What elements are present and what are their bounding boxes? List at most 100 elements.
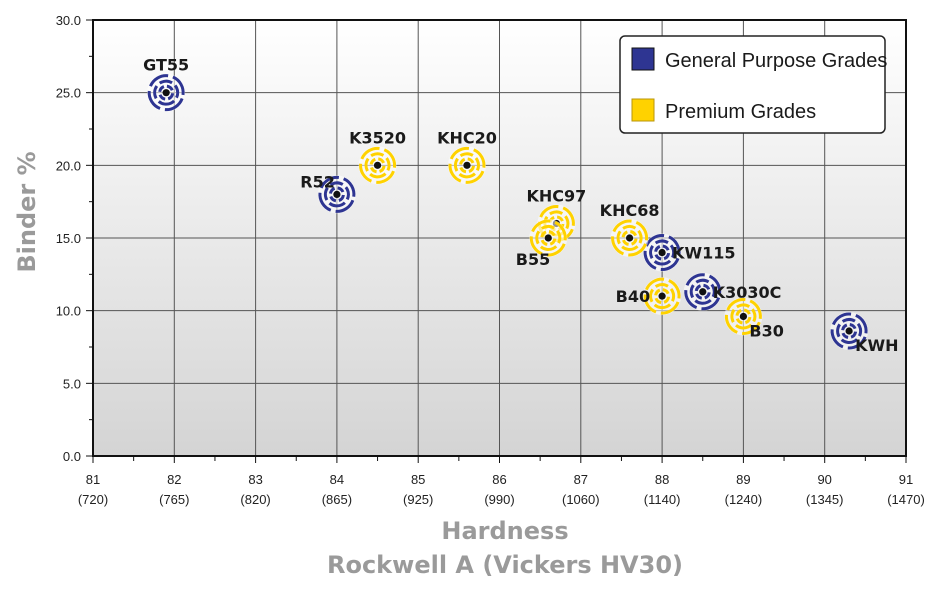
marker-ring <box>364 152 391 179</box>
x-tick-label: 86 <box>492 472 506 487</box>
marker-ring <box>643 234 681 272</box>
marker-ring <box>158 84 175 101</box>
marker-ring <box>689 278 716 305</box>
x-tick-label: 87 <box>574 472 588 487</box>
marker-ring <box>694 283 711 300</box>
point-label: KHC97 <box>527 186 587 205</box>
marker-ring <box>318 175 356 213</box>
marker-ring <box>458 157 475 174</box>
point-label: KHC68 <box>600 201 660 220</box>
x-axis-ticks: 81 (720) 82 (765) 83 (820) 84 (865) 85 (925) 86 (99… <box>78 456 925 507</box>
marker-center-dot <box>845 327 853 335</box>
marker-ring <box>735 308 752 325</box>
x-tick-sublabel: (820) <box>240 492 270 507</box>
y-tick-label: 25.0 <box>56 86 81 101</box>
y-tick-label: 5.0 <box>63 376 81 391</box>
marker-center-dot <box>658 292 666 300</box>
legend-swatch-premium <box>631 98 655 122</box>
x-tick-label: 84 <box>330 472 344 487</box>
marker-center-dot <box>463 161 471 169</box>
data-point-b55: B55 <box>516 219 568 269</box>
x-tick-label: 91 <box>899 472 913 487</box>
x-tick-sublabel: (765) <box>159 492 189 507</box>
data-point-gt55: GT55 <box>143 56 189 112</box>
marker-ring <box>836 318 863 345</box>
marker-ring <box>529 219 567 257</box>
marker-ring <box>616 225 643 251</box>
marker-ring <box>649 239 676 266</box>
x-tick-sublabel: (865) <box>322 492 352 507</box>
legend-label-general-purpose: General Purpose Grades <box>665 50 887 72</box>
point-label: KW115 <box>672 244 735 263</box>
marker-ring <box>649 283 676 310</box>
x-tick-label: 85 <box>411 472 425 487</box>
marker-center-dot <box>625 234 634 242</box>
marker-ring <box>611 219 649 257</box>
y-tick-label: 30.0 <box>56 13 81 28</box>
marker-ring <box>841 323 858 340</box>
y-tick-label: 0.0 <box>63 449 81 464</box>
y-tick-label: 15.0 <box>56 231 81 246</box>
x-tick-label: 88 <box>655 472 669 487</box>
point-label: GT55 <box>143 56 189 75</box>
data-point-kwh: KWH <box>830 312 899 355</box>
x-tick-label: 82 <box>167 472 181 487</box>
x-tick-label: 90 <box>817 472 831 487</box>
x-tick-sublabel: (925) <box>403 492 433 507</box>
x-tick-sublabel: (1140) <box>644 492 681 507</box>
legend-swatch-general-purpose <box>631 47 655 71</box>
marker-center-dot <box>658 248 666 257</box>
marker-center-dot <box>162 89 170 97</box>
data-point-k3520: K3520 <box>349 128 406 185</box>
y-tick-label: 10.0 <box>56 304 81 319</box>
x-tick-label: 89 <box>736 472 750 487</box>
point-label: B40 <box>616 287 650 306</box>
marker-ring <box>328 186 345 203</box>
marker-center-dot <box>739 312 748 321</box>
marker-center-dot <box>333 190 341 198</box>
x-axis-title: Hardness <box>441 517 568 545</box>
x-tick-sublabel: (1060) <box>562 492 600 507</box>
marker-ring <box>535 225 562 251</box>
marker-ring <box>537 204 575 242</box>
x-tick-sublabel: (1240) <box>725 492 763 507</box>
legend: General Purpose Grades Premium Grades <box>619 35 887 134</box>
marker-ring <box>369 157 386 174</box>
marker-ring <box>540 230 557 246</box>
y-axis-title: Binder % <box>13 151 41 272</box>
x-tick-sublabel: (990) <box>484 492 514 507</box>
point-label: KHC20 <box>437 128 497 147</box>
marker-ring <box>621 230 638 246</box>
x-tick-label: 81 <box>86 472 100 487</box>
data-point-r52: R52 <box>300 172 356 214</box>
x-axis-subtitle: Rockwell A (Vickers HV30) <box>327 551 683 579</box>
marker-center-dot <box>373 161 382 169</box>
data-point-kw115: KW115 <box>643 233 736 272</box>
marker-center-dot <box>544 234 552 242</box>
point-label: B55 <box>516 250 550 269</box>
marker-ring <box>359 146 397 184</box>
data-point-b30: B30 <box>724 297 784 340</box>
point-label: K3030C <box>713 283 782 302</box>
y-tick-label: 20.0 <box>56 158 81 173</box>
x-tick-sublabel: (1470) <box>887 492 925 507</box>
marker-ring <box>730 303 757 330</box>
series-general-purpose: GT55 R52 KW115 K3030C KWH <box>143 56 898 355</box>
legend-box <box>619 35 886 134</box>
x-tick-label: 83 <box>248 472 262 487</box>
data-point-khc20: KHC20 <box>437 128 497 185</box>
series-premium: K3520 KHC20 KHC97 B55 KHC68 B40 B30 <box>349 128 784 340</box>
marker-center-dot <box>699 288 707 296</box>
marker-ring <box>548 215 565 232</box>
data-point-b40: B40 <box>616 277 682 316</box>
x-tick-sublabel: (720) <box>78 492 108 507</box>
marker-ring <box>453 152 480 179</box>
y-axis-ticks: 0.0 5.0 10.0 15.0 20.0 25.0 30.0 <box>56 13 93 464</box>
x-tick-sublabel: (1345) <box>806 492 844 507</box>
data-point-khc68: KHC68 <box>600 201 660 257</box>
data-point-k3030c: K3030C <box>683 272 782 311</box>
marker-ring <box>323 181 350 208</box>
legend-label-premium: Premium Grades <box>665 101 816 123</box>
point-label: KWH <box>855 336 898 355</box>
